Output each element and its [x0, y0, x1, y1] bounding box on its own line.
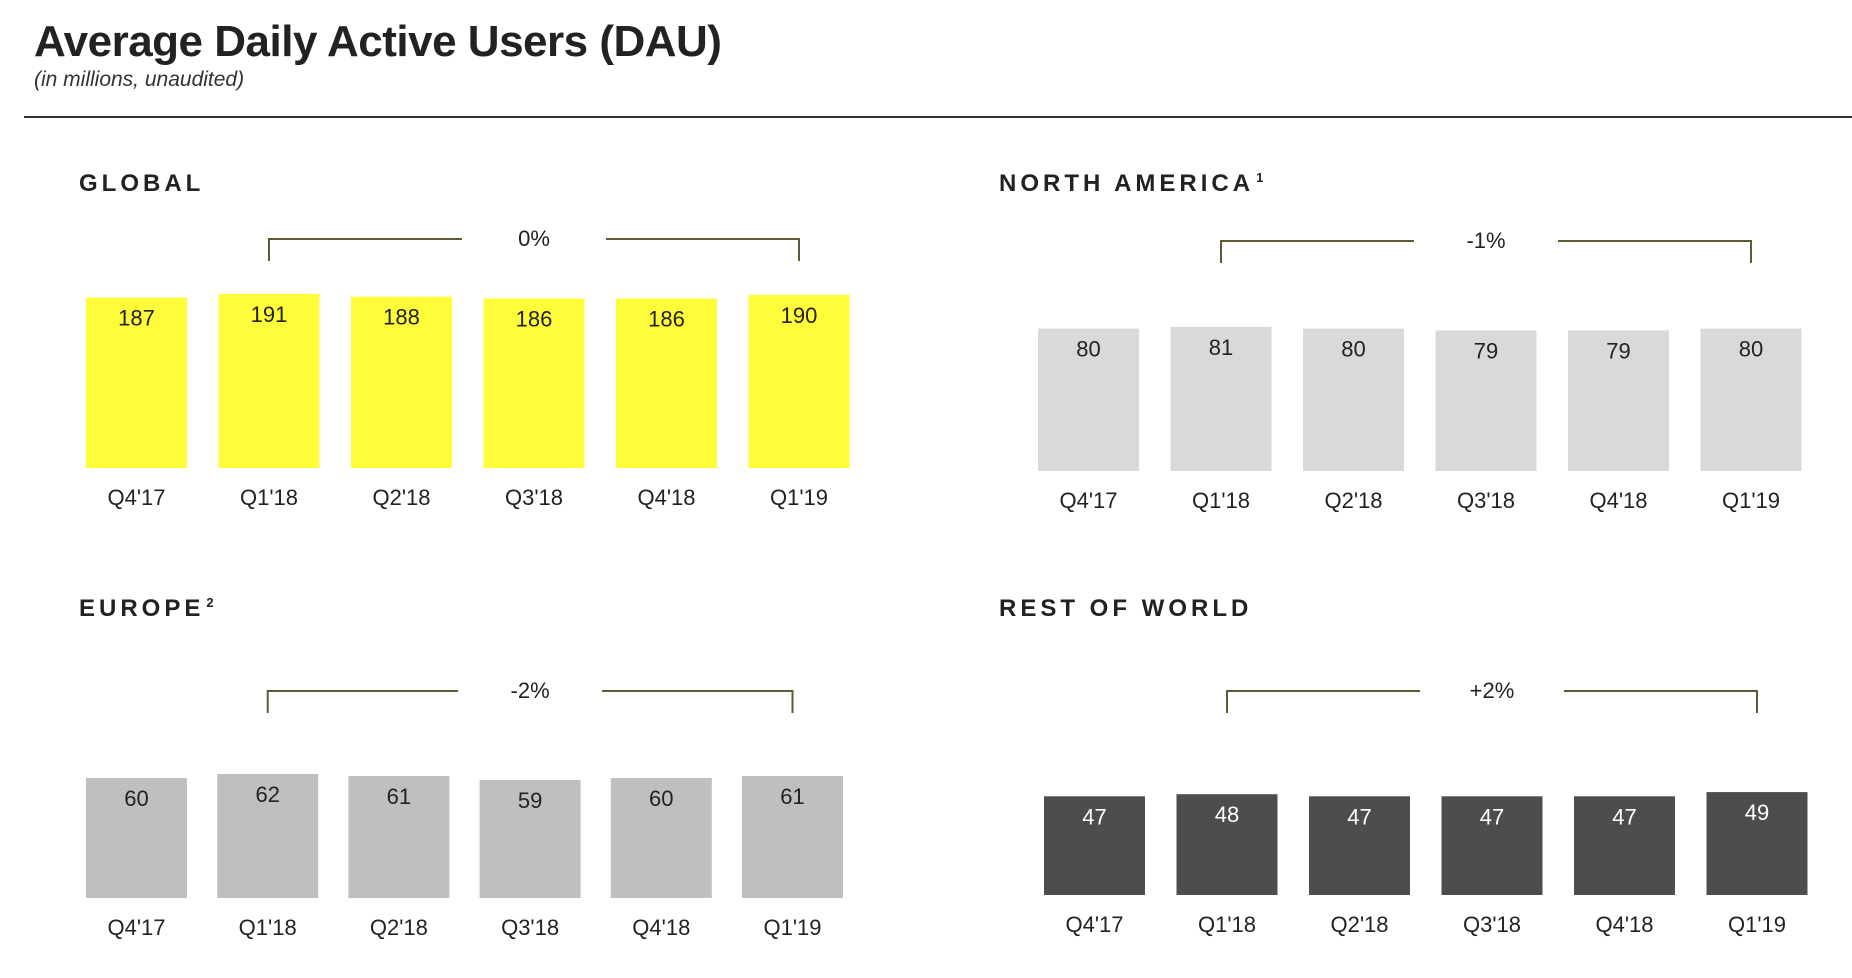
global-change-label: 0%: [518, 226, 550, 251]
europe-bar: [742, 776, 843, 898]
europe-category-label: Q3'18: [501, 915, 559, 940]
europe-change-bracket-right: [602, 690, 794, 713]
global-bar-value: 186: [648, 306, 685, 331]
header-divider: [24, 116, 1852, 118]
rest-of-world-category-label: Q4'18: [1595, 912, 1653, 937]
global-category-label: Q1'19: [770, 485, 828, 510]
rest-of-world-category-label: Q1'19: [1728, 912, 1786, 937]
europe-category-label: Q1'19: [763, 915, 821, 940]
north-america-change-bracket-right: [1558, 240, 1752, 263]
north-america-bar-value: 80: [1739, 337, 1763, 362]
north-america-change-label: -1%: [1466, 228, 1505, 253]
panel-title-text: NORTH AMERICA: [999, 170, 1255, 197]
europe-category-label: Q4'18: [632, 915, 690, 940]
europe-change-label: -2%: [511, 678, 550, 703]
global-category-label: Q4'18: [637, 485, 695, 510]
panel-title-rest-of-world: REST OF WORLD: [999, 595, 1254, 623]
rest-of-world-bar: [1176, 794, 1278, 895]
north-america-bar: [1700, 328, 1802, 471]
europe-bar: [217, 774, 319, 898]
north-america-bar-value: 80: [1076, 337, 1100, 362]
rest-of-world-category-label: Q4'17: [1065, 912, 1123, 937]
global-category-label: Q1'18: [240, 485, 298, 510]
north-america-category-label: Q2'18: [1324, 488, 1382, 513]
europe-bar: [610, 778, 712, 898]
panel-title-europe: EUROPE 2: [79, 595, 214, 623]
north-america-bar: [1435, 330, 1537, 471]
rest-of-world-bar: [1706, 792, 1808, 895]
page-subtitle: (in millions, unaudited): [34, 68, 245, 92]
global-category-label: Q4'17: [107, 485, 165, 510]
rest-of-world-bar-value: 47: [1480, 804, 1504, 829]
panel-footnote: 2: [206, 595, 214, 610]
rest-of-world-bar: [1441, 796, 1543, 895]
north-america-category-label: Q3'18: [1457, 488, 1515, 513]
europe-bar-value: 61: [387, 784, 411, 809]
panel-title-text: EUROPE: [79, 595, 205, 622]
north-america-bar-value: 81: [1209, 335, 1233, 360]
panel-title-north-america: NORTH AMERICA 1: [999, 170, 1263, 198]
europe-category-label: Q2'18: [370, 915, 428, 940]
global-change-bracket-right: [606, 238, 800, 261]
rest-of-world-change-bracket-right: [1564, 690, 1758, 713]
panel-title-text: REST OF WORLD: [999, 595, 1253, 622]
rest-of-world-bar-value: 48: [1215, 802, 1239, 827]
rest-of-world-bar-value: 49: [1745, 800, 1769, 825]
panel-title-text: GLOBAL: [79, 170, 205, 197]
rest-of-world-bar-value: 47: [1347, 804, 1371, 829]
europe-bar: [479, 780, 581, 898]
rest-of-world-bar-value: 47: [1612, 804, 1636, 829]
north-america-bar: [1170, 326, 1272, 471]
north-america-category-label: Q1'18: [1192, 488, 1250, 513]
global-bar: [218, 293, 320, 468]
panel-title-global: GLOBAL: [79, 170, 206, 198]
global-bar: [483, 298, 585, 468]
europe-bar-value: 60: [124, 786, 148, 811]
north-america-bar-value: 79: [1606, 338, 1630, 363]
north-america-bar-value: 80: [1341, 337, 1365, 362]
europe-bar-value: 60: [649, 786, 673, 811]
north-america-category-label: Q4'17: [1059, 488, 1117, 513]
north-america-bar-value: 79: [1474, 338, 1498, 363]
europe-bar: [348, 776, 450, 898]
rest-of-world-category-label: Q3'18: [1463, 912, 1521, 937]
europe-bar-value: 62: [255, 782, 279, 807]
page-title: Average Daily Active Users (DAU): [34, 17, 722, 66]
global-bar-value: 188: [383, 305, 420, 330]
global-category-label: Q3'18: [505, 485, 563, 510]
header: Average Daily Active Users (DAU) (in mil…: [34, 17, 722, 92]
north-america-bar: [1303, 328, 1404, 471]
global-change-bracket-left: [268, 238, 462, 261]
rest-of-world-bar: [1574, 796, 1675, 895]
north-america-bar: [1038, 328, 1139, 471]
rest-of-world-category-label: Q1'18: [1198, 912, 1256, 937]
rest-of-world-bar-value: 47: [1082, 804, 1106, 829]
north-america-bar: [1568, 330, 1669, 471]
global-bar-value: 191: [251, 302, 288, 327]
global-bar: [616, 298, 717, 468]
europe-bar-value: 61: [780, 784, 804, 809]
north-america-change-bracket-left: [1220, 240, 1414, 263]
rest-of-world-change-bracket-left: [1226, 690, 1420, 713]
rest-of-world-change-label: +2%: [1470, 678, 1515, 703]
north-america-category-label: Q1'19: [1722, 488, 1780, 513]
europe-change-bracket-left: [266, 690, 459, 713]
europe-bar: [86, 778, 187, 898]
global-bar: [86, 297, 187, 468]
global-bar: [748, 294, 850, 468]
global-bar-value: 187: [118, 306, 155, 331]
europe-bar-value: 59: [518, 788, 542, 813]
global-bar: [351, 296, 452, 468]
europe-category-label: Q1'18: [239, 915, 297, 940]
europe-category-label: Q4'17: [107, 915, 165, 940]
global-category-label: Q2'18: [372, 485, 430, 510]
global-bar-value: 190: [781, 303, 818, 328]
panel-footnote: 1: [1256, 170, 1264, 185]
rest-of-world-category-label: Q2'18: [1330, 912, 1388, 937]
north-america-category-label: Q4'18: [1589, 488, 1647, 513]
rest-of-world-bar: [1044, 796, 1145, 895]
rest-of-world-bar: [1309, 796, 1410, 895]
global-bar-value: 186: [516, 306, 553, 331]
